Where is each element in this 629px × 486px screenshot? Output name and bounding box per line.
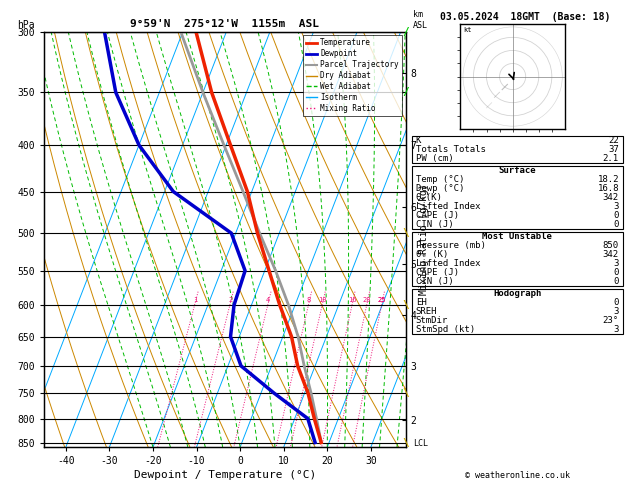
Text: 18.2: 18.2 bbox=[598, 175, 619, 184]
Text: /: / bbox=[403, 27, 409, 36]
X-axis label: Dewpoint / Temperature (°C): Dewpoint / Temperature (°C) bbox=[134, 470, 316, 480]
Text: Lifted Index: Lifted Index bbox=[416, 259, 481, 268]
Text: kt: kt bbox=[463, 27, 472, 33]
Text: 0: 0 bbox=[613, 297, 619, 307]
Text: Most Unstable: Most Unstable bbox=[482, 232, 552, 241]
Text: CIN (J): CIN (J) bbox=[416, 277, 454, 286]
Text: Temp (°C): Temp (°C) bbox=[416, 175, 464, 184]
Text: K: K bbox=[416, 136, 421, 145]
Text: /: / bbox=[403, 87, 409, 97]
Title: 9°59'N  275°12'W  1155m  ASL: 9°59'N 275°12'W 1155m ASL bbox=[130, 19, 320, 30]
Text: EH: EH bbox=[416, 297, 426, 307]
Text: 2: 2 bbox=[228, 297, 233, 303]
Text: CAPE (J): CAPE (J) bbox=[416, 268, 459, 277]
Text: Totals Totals: Totals Totals bbox=[416, 145, 486, 154]
Text: 2.1: 2.1 bbox=[603, 154, 619, 163]
Text: 10: 10 bbox=[318, 297, 327, 303]
Text: Surface: Surface bbox=[499, 166, 536, 175]
Text: \: \ bbox=[403, 300, 409, 310]
Text: 03.05.2024  18GMT  (Base: 18): 03.05.2024 18GMT (Base: 18) bbox=[440, 12, 610, 22]
Text: 22: 22 bbox=[608, 136, 619, 145]
Text: StmDir: StmDir bbox=[416, 315, 448, 325]
Text: CIN (J): CIN (J) bbox=[416, 220, 454, 229]
Text: Lifted Index: Lifted Index bbox=[416, 202, 481, 211]
Text: 37: 37 bbox=[608, 145, 619, 154]
Text: 1: 1 bbox=[193, 297, 198, 303]
Text: CAPE (J): CAPE (J) bbox=[416, 211, 459, 220]
Text: 3: 3 bbox=[613, 307, 619, 316]
Text: θₑ (K): θₑ (K) bbox=[416, 250, 448, 259]
Legend: Temperature, Dewpoint, Parcel Trajectory, Dry Adiabat, Wet Adiabat, Isotherm, Mi: Temperature, Dewpoint, Parcel Trajectory… bbox=[303, 35, 402, 116]
Text: 342: 342 bbox=[603, 193, 619, 202]
Y-axis label: Mixing Ratio (g/kg): Mixing Ratio (g/kg) bbox=[419, 184, 429, 295]
Text: 20: 20 bbox=[363, 297, 371, 303]
Text: 16: 16 bbox=[348, 297, 357, 303]
Text: StmSpd (kt): StmSpd (kt) bbox=[416, 325, 475, 334]
Text: LCL: LCL bbox=[413, 439, 428, 449]
Text: \: \ bbox=[403, 228, 409, 238]
Text: Dewp (°C): Dewp (°C) bbox=[416, 184, 464, 193]
Text: hPa: hPa bbox=[17, 19, 35, 30]
Text: \: \ bbox=[403, 437, 409, 448]
Text: 850: 850 bbox=[603, 241, 619, 250]
Text: \: \ bbox=[403, 388, 409, 398]
Text: km
ASL: km ASL bbox=[413, 10, 428, 30]
Text: 25: 25 bbox=[378, 297, 386, 303]
Text: Hodograph: Hodograph bbox=[493, 289, 542, 298]
Text: © weatheronline.co.uk: © weatheronline.co.uk bbox=[465, 471, 569, 480]
Text: 16.8: 16.8 bbox=[598, 184, 619, 193]
Text: 8: 8 bbox=[307, 297, 311, 303]
Text: 3: 3 bbox=[613, 259, 619, 268]
Text: 0: 0 bbox=[613, 220, 619, 229]
Text: 0: 0 bbox=[613, 277, 619, 286]
Text: 342: 342 bbox=[603, 250, 619, 259]
Text: SREH: SREH bbox=[416, 307, 437, 316]
Text: 0: 0 bbox=[613, 211, 619, 220]
Text: θₑ(K): θₑ(K) bbox=[416, 193, 443, 202]
Text: Pressure (mb): Pressure (mb) bbox=[416, 241, 486, 250]
Text: 3: 3 bbox=[613, 202, 619, 211]
Text: 4: 4 bbox=[266, 297, 270, 303]
Text: PW (cm): PW (cm) bbox=[416, 154, 454, 163]
Text: 0: 0 bbox=[613, 268, 619, 277]
Text: 3: 3 bbox=[613, 325, 619, 334]
Text: 25: 25 bbox=[378, 297, 386, 303]
Text: 23°: 23° bbox=[603, 315, 619, 325]
